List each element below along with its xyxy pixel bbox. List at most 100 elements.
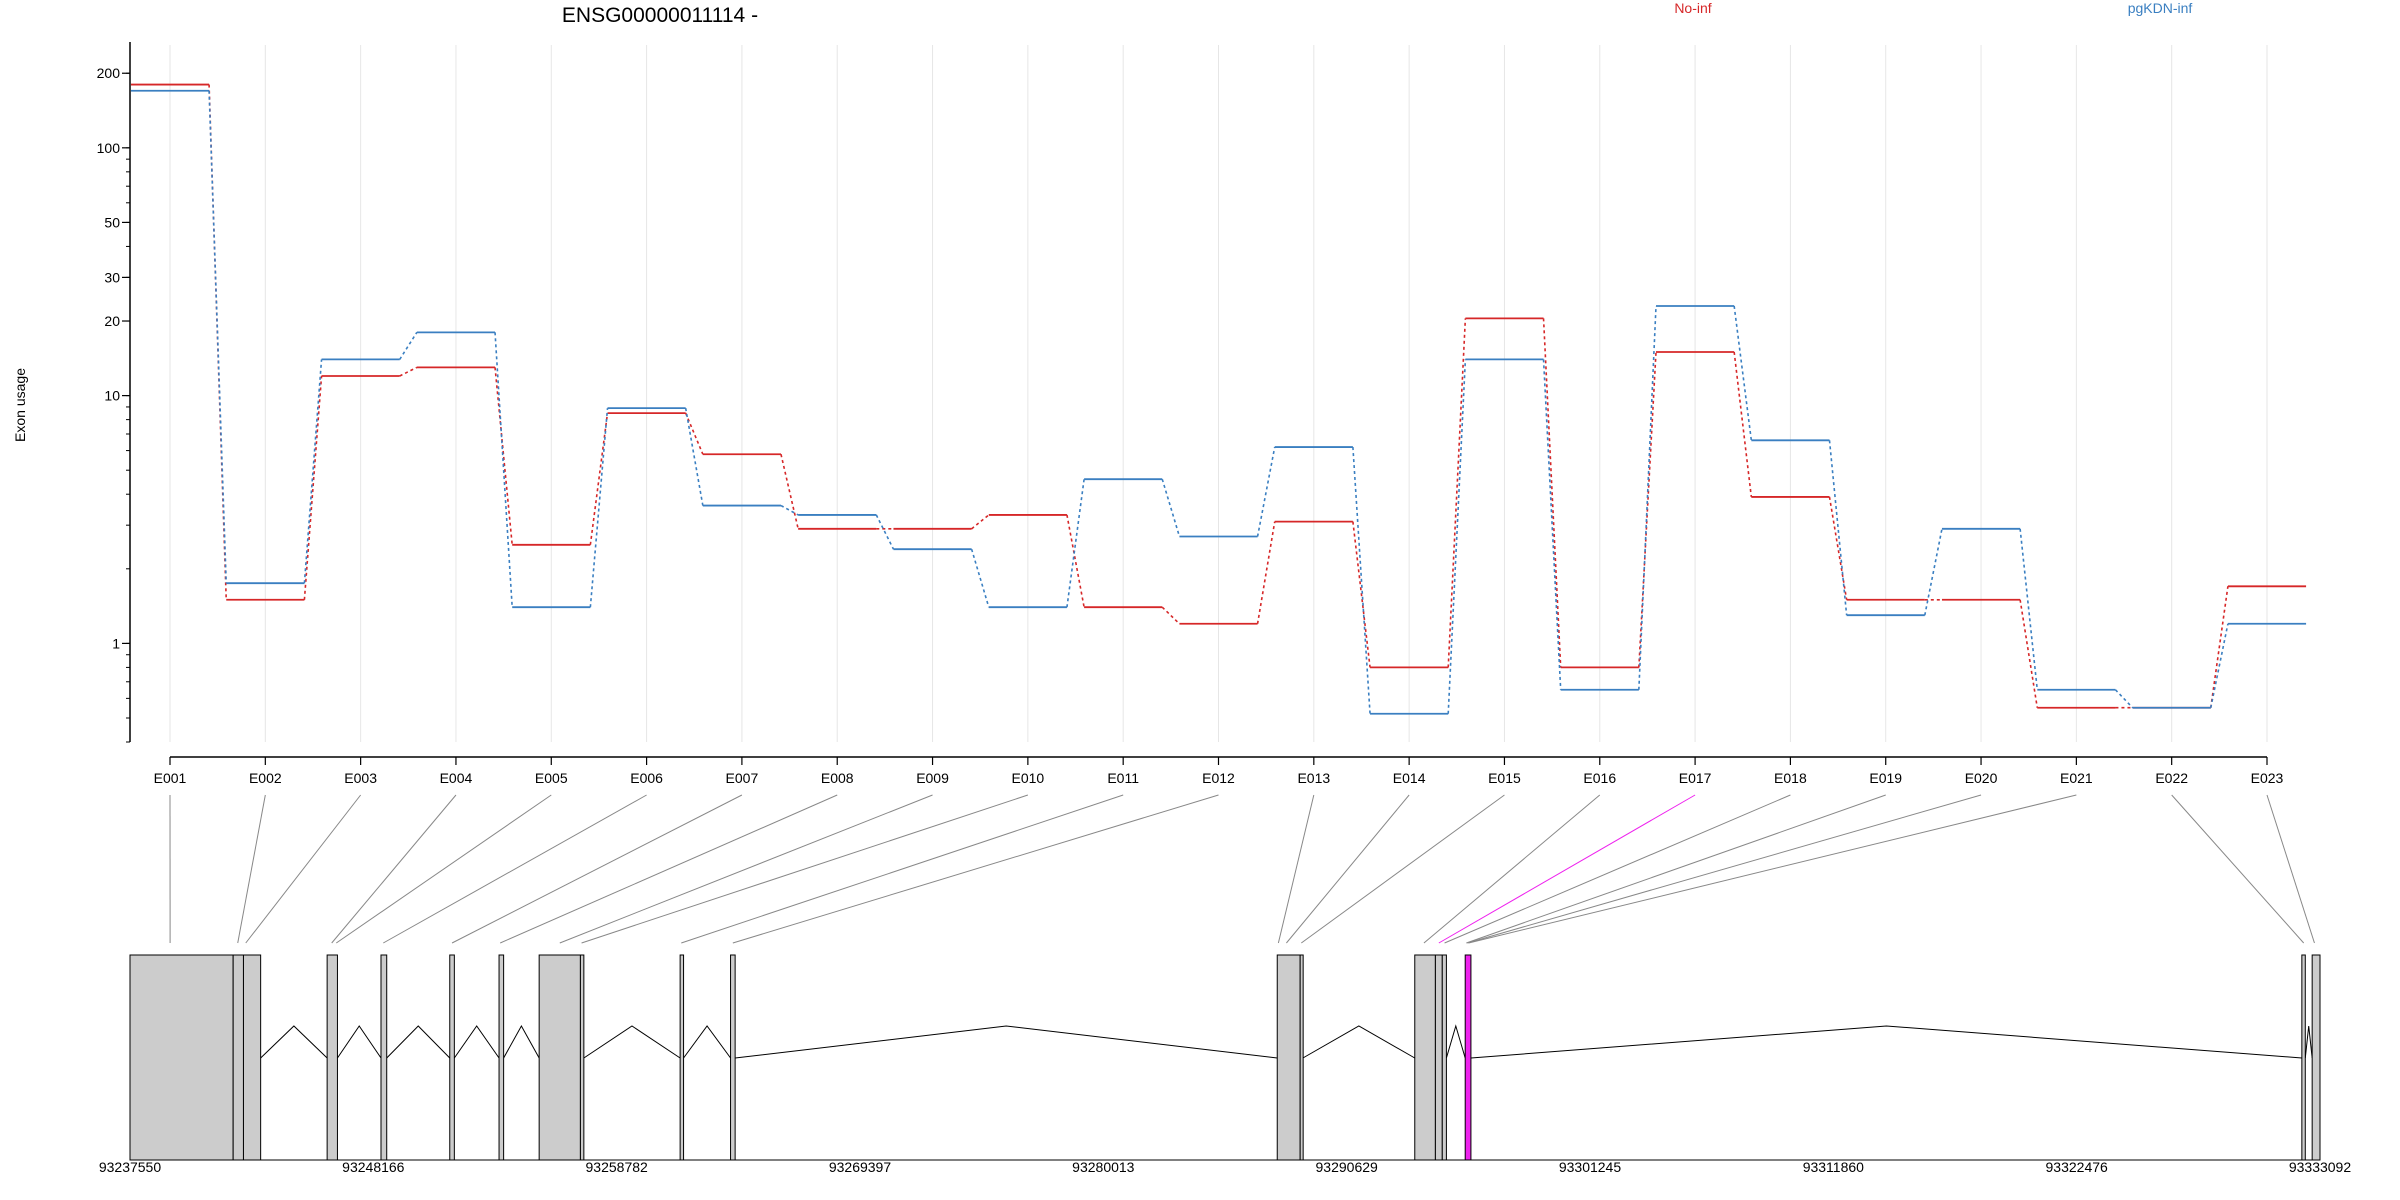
series-connector <box>1066 479 1085 608</box>
genomic-tick-label: 93301245 <box>1559 1159 1622 1175</box>
intron-arc <box>260 1025 328 1059</box>
exon-connector <box>1466 794 1886 944</box>
x-axis: E001 E002 E003 E004 E005 E006 E007 E008 E009 E010… <box>154 756 2284 786</box>
x-tick-label: E018 <box>1774 770 1807 786</box>
exon-connector <box>237 794 266 944</box>
exon-connector <box>732 794 1219 944</box>
series-connector <box>1066 514 1085 608</box>
genomic-tick-label: 93311860 <box>1803 1159 1864 1175</box>
x-tick-label: E013 <box>1297 770 1330 786</box>
exon-block <box>2301 954 2306 1161</box>
x-tick-label: E008 <box>821 770 854 786</box>
series-connector <box>399 366 418 377</box>
intron-arc <box>1302 1025 1416 1059</box>
y-tick-label: 1 <box>112 635 120 651</box>
exon-connector <box>581 794 1029 944</box>
x-tick-label: E004 <box>440 770 473 786</box>
genomic-tick-label: 93258782 <box>586 1159 649 1175</box>
series-connector <box>970 548 990 608</box>
legend-entry-pgkdn-inf: pgKDN-inf <box>2128 0 2193 16</box>
series-connector <box>684 412 704 455</box>
series-connector <box>1733 351 1753 498</box>
series-connector <box>2019 528 2039 690</box>
y-tick-label: 200 <box>97 65 121 81</box>
exon-connector <box>681 794 1124 944</box>
genomic-tick-label: 93237550 <box>99 1159 162 1175</box>
series-connector <box>303 375 323 600</box>
intron-arc <box>503 1024 540 1059</box>
exon-connector <box>1286 794 1410 944</box>
exon-connector <box>451 794 743 944</box>
series-connector <box>1924 528 1943 616</box>
gene-model <box>129 954 2321 1161</box>
series-connector <box>875 514 895 550</box>
series-connector <box>494 332 513 608</box>
series-connector <box>208 90 228 584</box>
y-tick-label: 30 <box>104 269 120 285</box>
series-connector <box>780 504 799 516</box>
intron-arc <box>453 1025 500 1059</box>
x-tick-label: E001 <box>154 770 187 786</box>
exon-block <box>679 954 685 1161</box>
exon-block <box>449 954 455 1161</box>
x-tick-label: E002 <box>249 770 282 786</box>
series-connector <box>1161 606 1180 625</box>
series-connector <box>494 367 513 545</box>
exon-block <box>242 954 262 1161</box>
genomic-axis: 93237550 93248166 93258782 93269397 93280013… <box>99 1159 2352 1175</box>
exon-block <box>1276 954 1301 1161</box>
series-connector <box>303 359 323 584</box>
series-connector <box>2114 689 2134 709</box>
genomic-tick-label: 93248166 <box>342 1159 405 1175</box>
y-tick-label: 50 <box>104 214 120 230</box>
series-connector <box>399 331 418 360</box>
y-axis: 1 10 20 30 50 100 200 <box>97 42 131 743</box>
intron-arc <box>337 1025 382 1059</box>
series-connector <box>1352 521 1371 668</box>
exon-connector <box>1301 794 1505 944</box>
intron-arc <box>583 1025 681 1059</box>
y-tick-label: 100 <box>97 140 121 156</box>
exon-connector <box>1467 794 1982 944</box>
series-connector <box>1447 359 1467 714</box>
series-connector <box>1542 359 1562 690</box>
series-connector <box>589 408 609 608</box>
exon-block <box>498 954 505 1161</box>
x-tick-label: E003 <box>344 770 377 786</box>
exon-connector <box>2266 794 2315 944</box>
series-connector <box>2209 586 2229 708</box>
x-tick-label: E006 <box>630 770 663 786</box>
x-tick-label: E009 <box>916 770 949 786</box>
series-connector <box>1828 440 1848 616</box>
series-connector <box>1447 318 1467 668</box>
series-connector <box>589 412 609 545</box>
x-tick-label: E011 <box>1107 770 1139 786</box>
exon-connector <box>331 794 457 944</box>
y-tick-label: 20 <box>104 313 120 329</box>
x-tick-label: E016 <box>1583 770 1616 786</box>
exon-block <box>380 954 388 1161</box>
exon-connector <box>1438 794 1696 944</box>
exon-block <box>538 954 581 1161</box>
series-connector <box>2209 623 2229 708</box>
exon-connector <box>1277 794 1315 944</box>
series-connector <box>1638 305 1657 690</box>
grid-lines <box>169 45 2268 742</box>
exon-block <box>1441 954 1447 1161</box>
exon-block <box>1464 954 1472 1161</box>
exon-block <box>579 954 585 1161</box>
x-tick-label: E023 <box>2251 770 2284 786</box>
exon-connector <box>1423 794 1601 944</box>
exon-connector <box>336 794 552 944</box>
series-connector <box>780 454 799 529</box>
x-tick-label: E021 <box>2060 770 2093 786</box>
legend-entry-no-inf: No-inf <box>1674 0 1711 16</box>
exon-connectors <box>169 794 2315 944</box>
exon-connector <box>383 794 647 944</box>
x-tick-label: E010 <box>1012 770 1045 786</box>
series-connector <box>1542 318 1562 668</box>
x-tick-label: E005 <box>535 770 568 786</box>
exon-block <box>730 954 736 1161</box>
genomic-tick-label: 93280013 <box>1072 1159 1135 1175</box>
exon-connector <box>499 794 838 944</box>
